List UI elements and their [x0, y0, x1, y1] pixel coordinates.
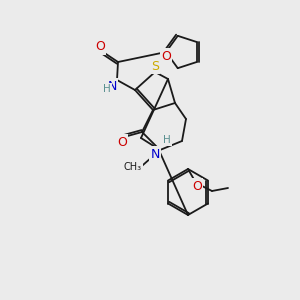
Text: O: O: [117, 136, 127, 148]
Text: O: O: [161, 50, 171, 63]
Text: O: O: [95, 40, 105, 53]
Text: N: N: [150, 148, 160, 160]
Text: S: S: [151, 59, 159, 73]
Text: O: O: [192, 179, 202, 193]
Text: H: H: [103, 84, 111, 94]
Text: N: N: [107, 80, 117, 92]
Text: H: H: [163, 135, 171, 145]
Text: CH₃: CH₃: [124, 162, 142, 172]
